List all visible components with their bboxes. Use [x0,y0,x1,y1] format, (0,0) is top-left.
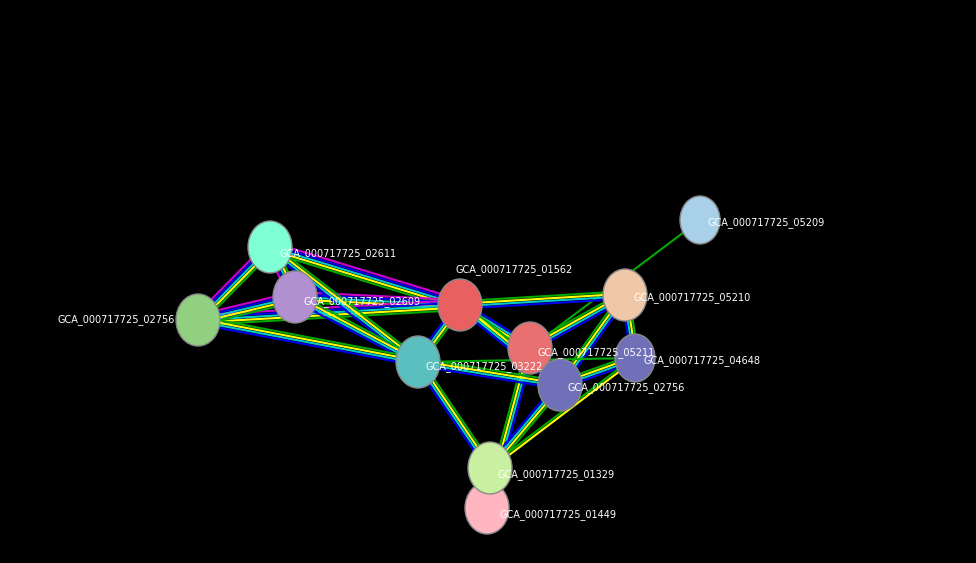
Text: GCA_000717725_03222: GCA_000717725_03222 [426,361,544,372]
Text: GCA_000717725_02756: GCA_000717725_02756 [568,382,685,393]
Text: GCA_000717725_01449: GCA_000717725_01449 [499,509,616,520]
Text: GCA_000717725_05209: GCA_000717725_05209 [708,217,826,228]
Text: GCA_000717725_02609: GCA_000717725_02609 [303,296,420,307]
Ellipse shape [680,196,720,244]
Text: GCA_000717725_04648: GCA_000717725_04648 [643,355,760,366]
Text: GCA_000717725_02756: GCA_000717725_02756 [58,315,176,325]
Text: GCA_000717725_05211: GCA_000717725_05211 [538,347,655,358]
Text: GCA_000717725_01329: GCA_000717725_01329 [498,469,615,480]
Ellipse shape [396,336,440,388]
Ellipse shape [468,442,512,494]
Ellipse shape [176,294,220,346]
Ellipse shape [538,359,582,411]
Ellipse shape [248,221,292,273]
Ellipse shape [603,269,647,321]
Text: GCA_000717725_02611: GCA_000717725_02611 [280,248,397,259]
Ellipse shape [508,322,552,374]
Ellipse shape [438,279,482,331]
Ellipse shape [615,334,655,382]
Ellipse shape [465,482,509,534]
Text: GCA_000717725_01562: GCA_000717725_01562 [456,264,573,275]
Text: GCA_000717725_05210: GCA_000717725_05210 [633,292,751,303]
Ellipse shape [273,271,317,323]
